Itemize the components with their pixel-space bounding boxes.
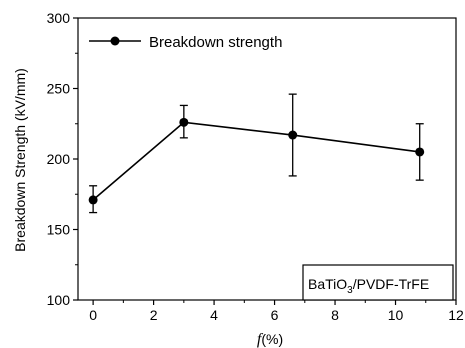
legend-marker [110,36,120,46]
axes [77,17,457,301]
annotation-subscript: 3 [347,285,353,296]
x-axis-title-var: f [257,331,264,348]
y-axis-title: Breakdown Strength (kV/mm) [12,68,28,252]
y-tick-label: 200 [47,151,71,167]
annotation-text: BaTiO3/PVDF-TrFE [308,276,429,296]
x-tick-label: 2 [150,307,158,323]
annotation-box [302,264,454,301]
material-annotation: BaTiO3/PVDF-TrFE [302,264,454,301]
error-bars [89,93,424,214]
series-line [92,121,420,201]
legend-label: Breakdown strength [149,34,282,51]
x-tick-label: 10 [388,307,404,323]
plot-frame [77,17,457,301]
x-tick-label: 8 [331,307,339,323]
legend: Breakdown strength [89,34,282,51]
ticks: 0 2 4 6 8 10 12 100 150 200 250 300 [47,10,464,323]
y-tick-label: 300 [47,10,71,26]
y-tick-label: 100 [47,292,71,308]
data-point [415,147,425,157]
x-axis-title-unit: (%) [261,331,283,347]
y-tick-label: 250 [47,81,71,97]
data-point [179,117,189,127]
annotation-suffix: /PVDF-TrFE [353,276,429,292]
y-tick-label: 150 [47,222,71,238]
x-tick-label: 4 [210,307,218,323]
x-tick-label: 6 [271,307,279,323]
data-points [88,117,425,205]
data-point [288,130,298,140]
x-axis-title: f(%) [257,331,283,348]
x-tick-label: 0 [89,307,97,323]
series-line-layer [92,121,420,201]
annotation-prefix: BaTiO [308,276,347,292]
data-point [88,195,98,205]
x-tick-label: 12 [448,307,464,323]
